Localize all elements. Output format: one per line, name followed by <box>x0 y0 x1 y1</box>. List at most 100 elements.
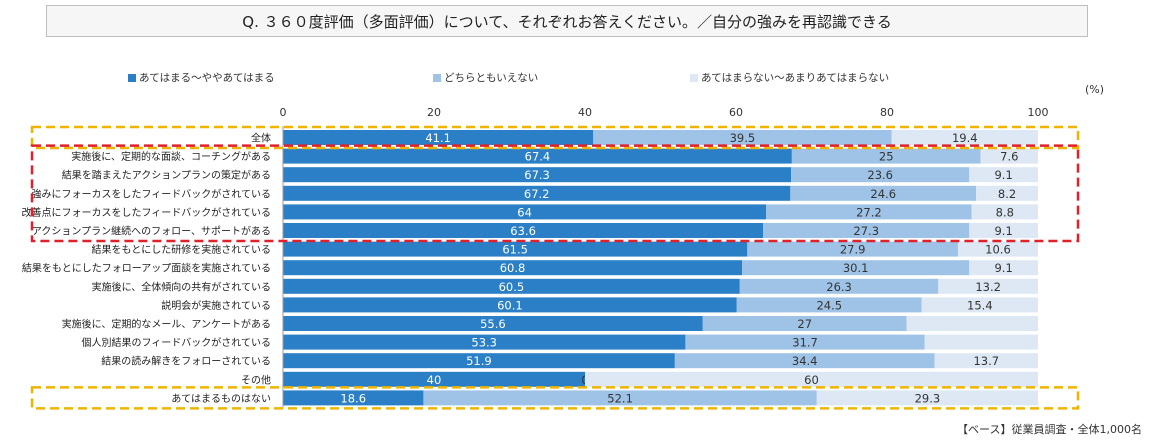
data-label: 26.3 <box>826 280 852 294</box>
category-label: 結果をもとにした研修を実施されている <box>92 243 272 256</box>
data-label: 64 <box>517 205 532 219</box>
bar-segment <box>816 390 1038 406</box>
data-label: 30.1 <box>843 261 869 275</box>
x-tick-label: 0 <box>280 106 287 119</box>
legend-item-agree: あてはまる～ややあてはまる <box>128 70 275 85</box>
category-label: 個人別結果のフィードバックがされている <box>82 336 272 349</box>
base-note: 【ベース】従業員調査・全体1,000名 <box>957 423 1142 436</box>
bar-segment <box>283 334 686 350</box>
data-label: 13.7 <box>973 354 999 368</box>
bar-segment <box>283 390 424 406</box>
category-label: 実施後に、定期的なメール、アンケートがある <box>62 318 271 331</box>
unit-label: (%) <box>1085 83 1104 96</box>
data-label: 8.2 <box>998 187 1016 201</box>
data-label: 8.8 <box>996 205 1014 219</box>
category-label: 実施後に、定期的な面談、コーチングがある <box>71 150 271 163</box>
bar-segment <box>283 260 743 276</box>
category-label: 改善点にフォーカスをしたフィードバックがされている <box>22 206 272 219</box>
legend-item-disagree: あてはまらない～あまりあてはまらない <box>690 70 889 85</box>
bar-segment <box>283 204 767 220</box>
category-label: その他 <box>241 373 271 386</box>
bar-segment <box>585 371 1038 387</box>
bar-segment <box>934 353 1038 369</box>
bar-segment <box>685 334 925 350</box>
category-label: あてはまるものはない <box>171 393 271 405</box>
bar-segment <box>763 223 970 238</box>
category-label: アクションプラン継続へのフォロー、サポートがある <box>32 225 271 238</box>
x-tick-label: 80 <box>880 106 894 119</box>
bar-segment <box>283 241 748 257</box>
bar-segment <box>283 185 791 201</box>
bar-segment <box>891 130 1038 145</box>
data-label: 19.4 <box>952 131 978 145</box>
data-label: 34.4 <box>792 354 818 368</box>
chart-title: Q. ３６０度評価（多面評価）について、それぞれお答えください。／自分の強みを再… <box>46 5 1088 37</box>
data-label: 24.6 <box>870 187 896 201</box>
x-tick-label: 60 <box>729 106 743 119</box>
bar-segment <box>593 130 892 145</box>
data-label: 60.5 <box>499 280 525 294</box>
bar-segment <box>283 316 703 331</box>
category-label: 結果を踏まえたアクションプランの策定がある <box>62 169 271 182</box>
legend-item-neutral: どちらともいえない <box>433 70 538 85</box>
data-label: 67.3 <box>524 168 550 182</box>
data-label: 29.3 <box>915 391 941 405</box>
data-label: 63.6 <box>510 224 536 238</box>
data-label: 60 <box>804 373 819 387</box>
bar-segment <box>791 167 970 183</box>
data-label: 51.9 <box>466 354 492 368</box>
bar-segment <box>736 297 922 313</box>
bar-segment <box>283 371 585 387</box>
legend-label-agree: あてはまる～ややあてはまる <box>139 72 275 84</box>
data-label: 60.1 <box>497 298 523 312</box>
x-tick-label: 20 <box>427 106 441 119</box>
legend: あてはまる～ややあてはまる どちらともいえない あてはまらない～あまりあてはまら… <box>0 70 1164 86</box>
data-label: 24.5 <box>816 298 842 312</box>
data-label: 9.1 <box>994 168 1012 182</box>
bar-segment <box>283 148 792 164</box>
bar-segment <box>790 185 977 201</box>
data-label: 15.4 <box>967 298 993 312</box>
data-label: 9.1 <box>994 261 1012 275</box>
bar-segment <box>283 223 764 238</box>
data-label: 41.1 <box>425 131 451 145</box>
category-label: 結果の読み解きをフォローされている <box>101 355 271 368</box>
bar-segment <box>980 148 1038 164</box>
bar-segment <box>283 130 594 145</box>
highlight-box <box>30 144 1080 243</box>
bar-segment <box>791 148 981 164</box>
bar-segment <box>674 353 935 369</box>
data-label: 27.3 <box>853 224 879 238</box>
bar-segment <box>921 297 1038 313</box>
data-label: 18.6 <box>340 391 366 405</box>
data-label: 13.2 <box>975 280 1001 294</box>
bar-segment <box>283 167 792 183</box>
data-label: 67.4 <box>525 150 551 164</box>
data-label: 9.1 <box>994 224 1012 238</box>
data-label: 61.5 <box>502 243 528 257</box>
x-tick-label: 40 <box>578 106 592 119</box>
bar-segment <box>423 390 817 406</box>
data-label: 27.9 <box>840 243 866 257</box>
bar-segment <box>957 241 1038 257</box>
bar-segment <box>283 297 737 313</box>
legend-label-disagree: あてはまらない～あまりあてはまらない <box>701 72 890 84</box>
highlight-box <box>30 386 1080 410</box>
bar-segment <box>976 185 1038 201</box>
data-label: 55.6 <box>480 317 506 331</box>
bar-segment <box>702 316 907 331</box>
bar-segment <box>924 334 1038 350</box>
data-label: 10.6 <box>985 243 1011 257</box>
data-label: 25 <box>879 150 894 164</box>
category-label: 結果をもとにしたフォローアップ面談を実施されている <box>22 262 271 275</box>
legend-swatch-agree <box>128 73 136 82</box>
data-label: 27 <box>797 317 812 331</box>
highlight-box <box>30 125 1080 150</box>
legend-swatch-disagree <box>690 73 698 82</box>
category-label: 実施後に、全体傾向の共有がされている <box>92 280 271 293</box>
bar-segment <box>938 278 1038 294</box>
data-label: 23.6 <box>867 168 893 182</box>
data-label: 31.7 <box>792 336 818 350</box>
data-label: 40 <box>427 373 442 387</box>
